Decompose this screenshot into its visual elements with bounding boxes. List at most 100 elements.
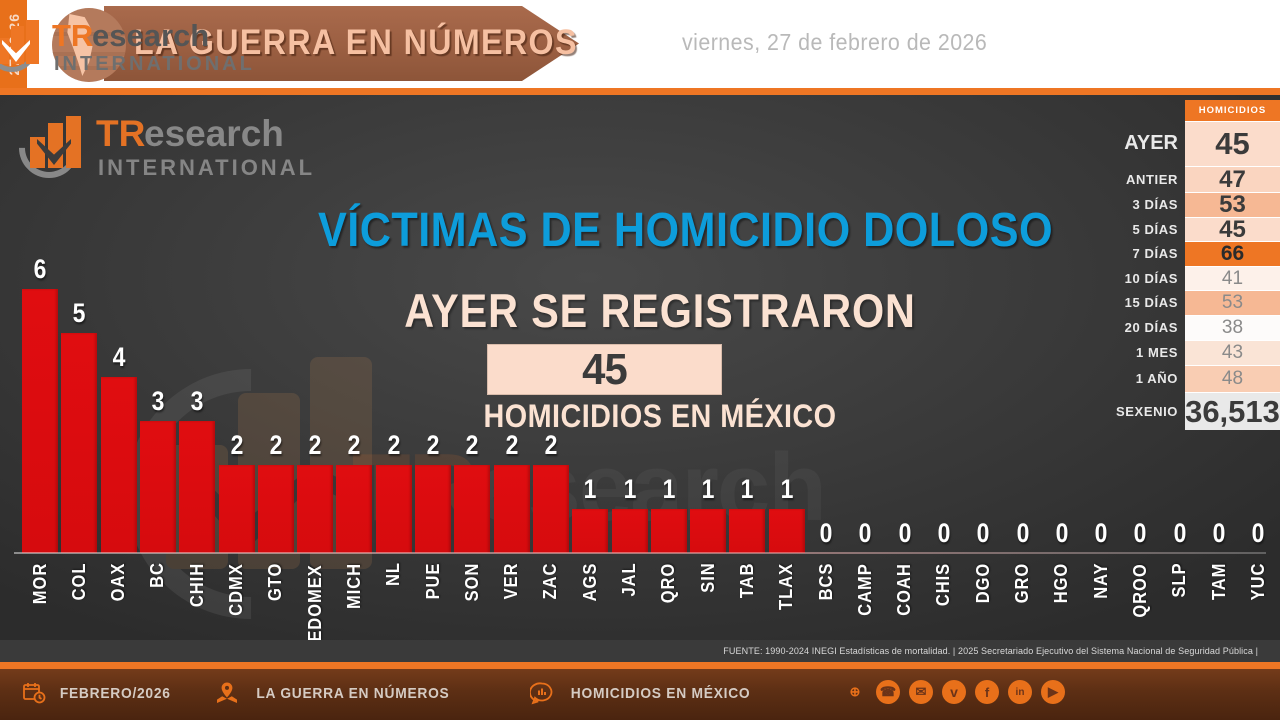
bar-value-label: 2 (387, 430, 401, 460)
bar-rect (336, 465, 373, 553)
bar-rect (297, 465, 334, 553)
table-row: 5 DÍAS 45 (1050, 216, 1280, 243)
header-date: viernes, 27 de febrero de 2026 (681, 29, 987, 55)
whatsapp-icon[interactable]: ☎ (876, 680, 900, 704)
email-icon[interactable]: ✉ (909, 680, 933, 704)
bar-rect (415, 465, 451, 553)
bar-value-label: 1 (662, 474, 676, 504)
bar-rect (375, 465, 412, 553)
bar-rect (532, 465, 569, 553)
table-row-label: 10 DÍAS (1124, 270, 1178, 286)
footer-section: LA GUERRA EN NÚMEROS (215, 681, 458, 705)
twitter-icon[interactable]: ᴠ (942, 680, 966, 704)
bar-value-label: 0 (858, 518, 872, 548)
chart-bubble-icon (529, 681, 554, 705)
table-row-label: 1 MES (1135, 345, 1178, 360)
table-row-value: 41 (1185, 266, 1280, 290)
bar-rect (257, 465, 294, 553)
map-pin-icon (215, 681, 239, 705)
table-row: 10 DÍAS 41 (1050, 266, 1280, 290)
table-row-value: 45 (1185, 121, 1280, 166)
tresearch-logo-header: TR esearch INTERNATIONAL (0, 11, 261, 83)
table-row-value: 53 (1185, 191, 1280, 218)
bar-rect (729, 509, 766, 553)
bar-value-label: 0 (1173, 518, 1187, 548)
bar-value-label: 0 (1134, 518, 1147, 548)
logo-international-text-main: INTERNATIONAL (98, 155, 316, 180)
facebook-icon[interactable]: f (975, 680, 999, 704)
youtube-icon[interactable]: ▶ (1041, 680, 1065, 704)
logo-tr-text: TR (52, 18, 94, 53)
table-row-label: 3 DÍAS (1132, 197, 1178, 212)
bar-rect (179, 421, 216, 553)
bar-value-label: 3 (190, 386, 204, 416)
footer-period-text: FEBRERO/2026 (59, 684, 171, 702)
header-bar: 27.02.26 LA GUERRA EN NÚMEROS viernes, 2… (0, 0, 1280, 88)
subtitle: AYER SE REGISTRARON (404, 284, 916, 337)
table-row: AYER 45 (1050, 121, 1280, 166)
header-accent-rule (0, 88, 1280, 95)
footer-topic: HOMICIDIOS EN MÉXICO (529, 681, 758, 705)
bar-value-label: 0 (1251, 518, 1265, 548)
table-row-label: 15 DÍAS (1124, 295, 1178, 310)
linkedin-icon[interactable]: in (1008, 680, 1032, 704)
bar-value-label: 2 (465, 430, 479, 460)
bar-rect (218, 465, 255, 553)
logo-international-text: INTERNATIONAL (54, 53, 255, 75)
tresearch-mark (0, 11, 50, 83)
bar-value-label: 0 (937, 518, 951, 548)
table-row: 15 DÍAS 53 (1050, 290, 1280, 315)
headline-number: 45 (582, 344, 628, 394)
bar-value-label: 0 (819, 518, 833, 548)
table-row-value: 66 (1185, 241, 1280, 266)
bar-value-label: 0 (976, 518, 990, 548)
table-row: ANTIER 47 (1050, 166, 1280, 193)
bar-rect (572, 509, 609, 553)
bar-value-label: 0 (1094, 518, 1108, 548)
table-row: 20 DÍAS 38 (1050, 315, 1280, 340)
bar-value-label: 2 (230, 430, 243, 460)
tresearch-logo-main: TR esearch INTERNATIONAL (6, 105, 312, 191)
table-row-label: 1 AÑO (1135, 371, 1178, 386)
bar-rect (22, 289, 58, 553)
bar-value-label: 2 (308, 430, 322, 460)
footer-topic-text: HOMICIDIOS EN MÉXICO (570, 684, 751, 702)
table-row-label: SEXENIO (1116, 403, 1178, 419)
table-row-label: ANTIER (1126, 171, 1178, 187)
bar-rect (768, 509, 805, 553)
headline-caption: HOMICIDIOS EN MÉXICO (483, 398, 837, 434)
banner-title: LA GUERRA EN NÚMEROS (134, 23, 578, 62)
table-row: 3 DÍAS 53 (1050, 191, 1280, 218)
globe-icon[interactable]: ⊕ (849, 684, 861, 699)
bar-value-label: 0 (898, 518, 911, 548)
footer-period: FEBRERO/2026 (22, 681, 175, 705)
bar-value-label: 1 (741, 474, 754, 504)
table-row: 1 AÑO 48 (1050, 365, 1280, 392)
mexico-globe-icon (52, 8, 126, 82)
bar-value-label: 2 (544, 430, 558, 460)
table-column-header: HOMICIDIOS (1185, 100, 1280, 121)
bar-value-label: 6 (33, 254, 47, 284)
headline-number-box: 45 (487, 344, 722, 395)
table-row-value: 43 (1185, 340, 1280, 365)
homicides-bar-chart: 6 MOR 5 COL 4 OAX 3 BC 3 CHIH 2 CDMX 2 GTO 2 EDOMEX 2 MIC… (0, 95, 1280, 665)
footer-bar: FEBRERO/2026 LA GUERRA EN NÚMEROS HOMICI… (0, 662, 1280, 720)
footer-section-text: LA GUERRA EN NÚMEROS (256, 684, 450, 702)
bar-value-label: 1 (623, 474, 636, 504)
bar-rect (454, 465, 491, 553)
bar-value-label: 1 (780, 474, 794, 504)
chart-baseline (14, 552, 1266, 554)
logo-tr-text-main: TR (96, 113, 146, 154)
tresearch-mark-main (6, 105, 94, 191)
bar-value-label: 1 (701, 474, 715, 504)
logo-esearch-text-main: esearch (144, 113, 284, 154)
table-row-value: 47 (1185, 166, 1280, 193)
table-row: 1 MES 43 (1050, 340, 1280, 365)
footer-accent-rule (0, 662, 1280, 669)
bar-rect (650, 509, 687, 553)
bar-value-label: 2 (426, 430, 440, 460)
bar-value-label: 2 (348, 430, 361, 460)
bar-value-label: 2 (269, 430, 283, 460)
logo-esearch-text: esearch (92, 18, 210, 53)
